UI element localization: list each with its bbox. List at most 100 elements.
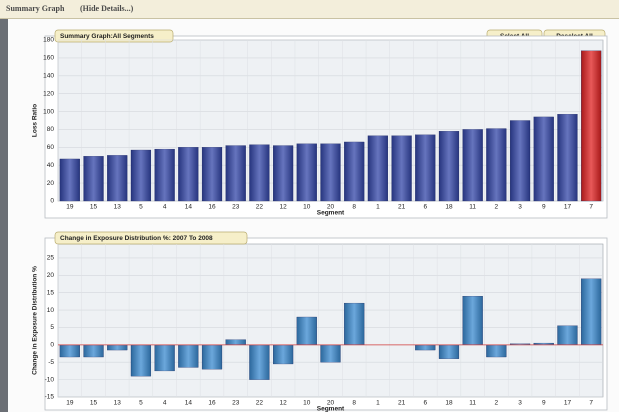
x-tick-label: 8 bbox=[352, 204, 356, 211]
bar-sheen bbox=[273, 344, 294, 364]
x-tick-label: 3 bbox=[518, 204, 522, 211]
x-tick-label: 21 bbox=[398, 204, 406, 211]
chart-title: Change in Exposure Distribution %: 2007 … bbox=[60, 235, 213, 242]
x-tick-label: 8 bbox=[352, 400, 356, 407]
x-tick-label: 16 bbox=[208, 400, 216, 407]
bar-sheen bbox=[107, 155, 128, 201]
y-tick-label: 10 bbox=[47, 307, 55, 314]
bar-sheen bbox=[59, 344, 80, 358]
y-tick-label: 20 bbox=[47, 180, 55, 187]
y-tick-label: 25 bbox=[47, 255, 55, 262]
bar-sheen bbox=[249, 144, 270, 201]
bar-sheen bbox=[462, 129, 483, 201]
y-tick-label: 0 bbox=[50, 198, 54, 205]
bar-sheen bbox=[225, 145, 246, 201]
bar-sheen bbox=[178, 147, 199, 201]
bar-sheen bbox=[557, 325, 578, 345]
bar-sheen bbox=[154, 344, 175, 371]
x-tick-label: 4 bbox=[163, 204, 167, 211]
x-tick-label: 19 bbox=[66, 400, 74, 407]
bar-sheen bbox=[415, 344, 436, 351]
x-tick-label: 10 bbox=[303, 400, 311, 407]
x-tick-label: 2 bbox=[495, 204, 499, 211]
x-tick-label: 16 bbox=[208, 204, 216, 211]
x-tick-label: 6 bbox=[423, 400, 427, 407]
x-tick-label: 18 bbox=[445, 400, 453, 407]
bar-sheen bbox=[510, 120, 531, 201]
bar-sheen bbox=[320, 143, 341, 201]
bar-sheen bbox=[486, 344, 507, 358]
y-tick-label: -10 bbox=[45, 376, 55, 383]
bar-sheen bbox=[344, 141, 365, 201]
bar-sheen bbox=[344, 303, 365, 345]
x-tick-label: 19 bbox=[66, 204, 74, 211]
y-tick-label: 40 bbox=[47, 162, 55, 169]
bar-sheen bbox=[130, 150, 151, 201]
bar-sheen bbox=[486, 128, 507, 201]
x-tick-label: 11 bbox=[469, 400, 476, 407]
y-tick-label: 60 bbox=[47, 144, 55, 151]
x-tick-label: 17 bbox=[564, 204, 572, 211]
x-tick-label: 7 bbox=[589, 204, 593, 211]
y-tick-label: -15 bbox=[45, 394, 55, 401]
x-tick-label: 22 bbox=[256, 204, 264, 211]
bar-sheen bbox=[178, 344, 199, 368]
top-bar: Summary Graph (Hide Details...) bbox=[0, 0, 619, 19]
bar-sheen bbox=[391, 135, 412, 201]
x-tick-label: 13 bbox=[114, 400, 122, 407]
bar-sheen bbox=[130, 344, 151, 377]
bar-sheen bbox=[225, 339, 246, 345]
bar-sheen bbox=[59, 158, 80, 201]
y-tick-label: 5 bbox=[50, 324, 54, 331]
x-tick-label: 12 bbox=[279, 400, 287, 407]
y-axis-label: Change in Exposure Distribution % bbox=[32, 266, 39, 375]
title-tab bbox=[54, 29, 174, 43]
bar-sheen bbox=[296, 143, 317, 201]
y-tick-label: -5 bbox=[48, 359, 54, 366]
x-tick-label: 17 bbox=[564, 400, 572, 407]
x-tick-label: 5 bbox=[139, 400, 143, 407]
bar-sheen bbox=[202, 147, 222, 201]
bar-sheen bbox=[296, 317, 317, 345]
x-tick-label: 1 bbox=[376, 400, 380, 407]
x-tick-label: 4 bbox=[163, 400, 167, 407]
bar-sheen bbox=[202, 344, 222, 370]
bar-sheen bbox=[581, 278, 602, 345]
bar-sheen bbox=[510, 343, 531, 345]
y-tick-label: 180 bbox=[43, 37, 54, 44]
x-tick-label: 15 bbox=[90, 204, 98, 211]
x-tick-label: 14 bbox=[185, 400, 193, 407]
x-tick-label: 10 bbox=[303, 204, 311, 211]
x-tick-label: 5 bbox=[139, 204, 143, 211]
page-title: Summary Graph bbox=[6, 4, 65, 13]
x-tick-label: 22 bbox=[256, 400, 264, 407]
x-tick-label: 6 bbox=[423, 204, 427, 211]
y-tick-label: 160 bbox=[43, 55, 54, 62]
bar-sheen bbox=[439, 131, 459, 201]
y-tick-label: 20 bbox=[47, 272, 55, 279]
bar-sheen bbox=[107, 344, 128, 351]
x-tick-label: 14 bbox=[185, 204, 193, 211]
bar-sheen bbox=[533, 343, 554, 345]
x-tick-label: 13 bbox=[114, 204, 122, 211]
hide-details[interactable]: (Hide Details...) bbox=[80, 4, 134, 13]
bar-sheen bbox=[367, 135, 388, 201]
x-tick-label: 1 bbox=[376, 204, 380, 211]
y-axis-label: Loss Ratio bbox=[32, 104, 39, 137]
bar-sheen bbox=[415, 134, 436, 201]
y-tick-label: 80 bbox=[47, 126, 55, 133]
x-tick-label: 23 bbox=[232, 204, 240, 211]
bar-sheen bbox=[320, 344, 341, 363]
x-axis-label: Segment bbox=[317, 210, 345, 217]
bar-sheen bbox=[83, 156, 104, 201]
bar-sheen bbox=[439, 344, 459, 359]
x-tick-label: 21 bbox=[398, 400, 406, 407]
x-tick-label: 7 bbox=[589, 400, 593, 407]
x-tick-label: 9 bbox=[542, 204, 546, 211]
bar-sheen bbox=[249, 344, 270, 380]
y-tick-label: 15 bbox=[47, 289, 55, 296]
bar-sheen bbox=[581, 50, 602, 201]
y-tick-label: 100 bbox=[43, 108, 54, 115]
